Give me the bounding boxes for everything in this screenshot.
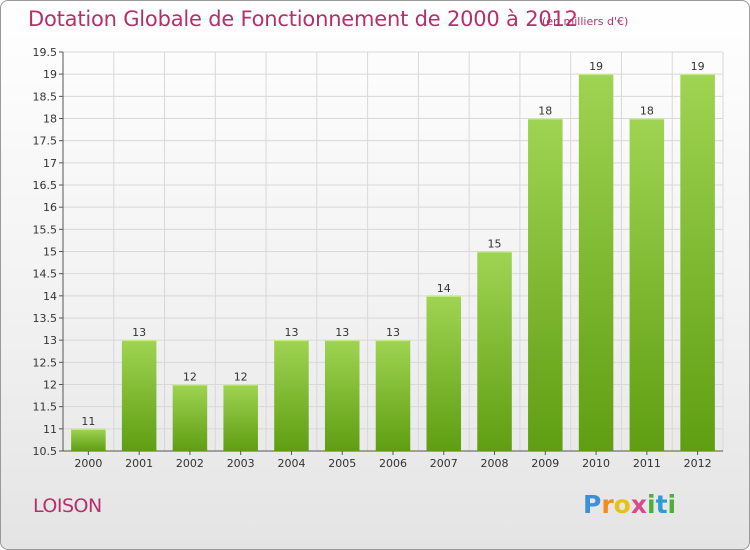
data-label: 13	[386, 326, 400, 339]
bar	[223, 384, 258, 451]
bar	[172, 384, 208, 451]
data-label: 19	[691, 60, 705, 73]
data-label: 13	[284, 326, 298, 339]
x-tick-label: 2002	[176, 457, 204, 470]
y-tick-label: 12	[43, 379, 57, 392]
chart-subtitle: (en milliers d'€)	[542, 15, 629, 28]
y-tick-label: 17.5	[33, 135, 58, 148]
y-tick-label: 18	[43, 113, 57, 126]
logo-letter: x	[630, 490, 647, 519]
y-tick-label: 19.5	[33, 46, 58, 59]
y-tick-label: 12.5	[33, 356, 58, 369]
y-tick-label: 11	[43, 423, 57, 436]
x-tick-label: 2007	[430, 457, 458, 470]
x-tick-label: 2006	[379, 457, 407, 470]
y-tick-label: 18.5	[33, 90, 58, 103]
bar	[629, 118, 665, 451]
data-label: 12	[183, 371, 197, 384]
y-tick-label: 14.5	[33, 268, 58, 281]
x-tick-label: 2010	[582, 457, 610, 470]
y-tick-label: 13.5	[33, 312, 58, 325]
bar	[375, 340, 411, 451]
x-tick-label: 2005	[328, 457, 356, 470]
commune-name: LOISON	[33, 495, 102, 517]
data-label: 14	[437, 282, 451, 295]
data-label: 11	[81, 415, 95, 428]
bar	[426, 295, 462, 451]
bar	[680, 74, 715, 452]
x-tick-label: 2008	[481, 457, 509, 470]
x-tick-label: 2012	[684, 457, 712, 470]
x-tick-label: 2000	[74, 457, 102, 470]
y-tick-label: 11.5	[33, 401, 58, 414]
logo-letter: t	[655, 490, 668, 519]
y-tick-label: 15	[43, 246, 57, 259]
data-label: 13	[132, 326, 146, 339]
bar	[528, 118, 563, 451]
data-label: 13	[335, 326, 349, 339]
bar	[578, 74, 614, 452]
bar	[477, 251, 512, 451]
y-tick-label: 17	[43, 157, 57, 170]
logo-letter: i	[647, 490, 656, 519]
logo-letter: i	[667, 490, 677, 519]
y-tick-label: 14	[43, 290, 57, 303]
x-tick-label: 2004	[277, 457, 305, 470]
y-tick-label: 10.5	[33, 445, 58, 458]
y-tick-label: 13	[43, 334, 57, 347]
logo-letter: r	[601, 490, 614, 519]
data-label: 18	[640, 105, 654, 118]
proxiti-logo: Proxiti	[583, 490, 676, 519]
logo-letter: P	[583, 490, 602, 519]
bar	[71, 428, 106, 451]
data-label: 15	[488, 238, 502, 251]
data-label: 12	[234, 371, 248, 384]
bar	[274, 340, 309, 451]
x-tick-label: 2009	[531, 457, 559, 470]
data-label: 18	[538, 105, 552, 118]
y-tick-label: 16	[43, 201, 57, 214]
logo-letter: o	[613, 490, 631, 519]
bar	[324, 340, 360, 451]
chart-title: Dotation Globale de Fonctionnement de 20…	[28, 7, 578, 31]
x-tick-label: 2003	[227, 457, 255, 470]
x-tick-label: 2011	[633, 457, 661, 470]
x-tick-label: 2001	[125, 457, 153, 470]
y-tick-label: 16.5	[33, 179, 58, 192]
y-tick-label: 19	[43, 68, 57, 81]
y-tick-label: 15.5	[33, 223, 58, 236]
bar	[121, 340, 157, 451]
data-label: 19	[589, 60, 603, 73]
